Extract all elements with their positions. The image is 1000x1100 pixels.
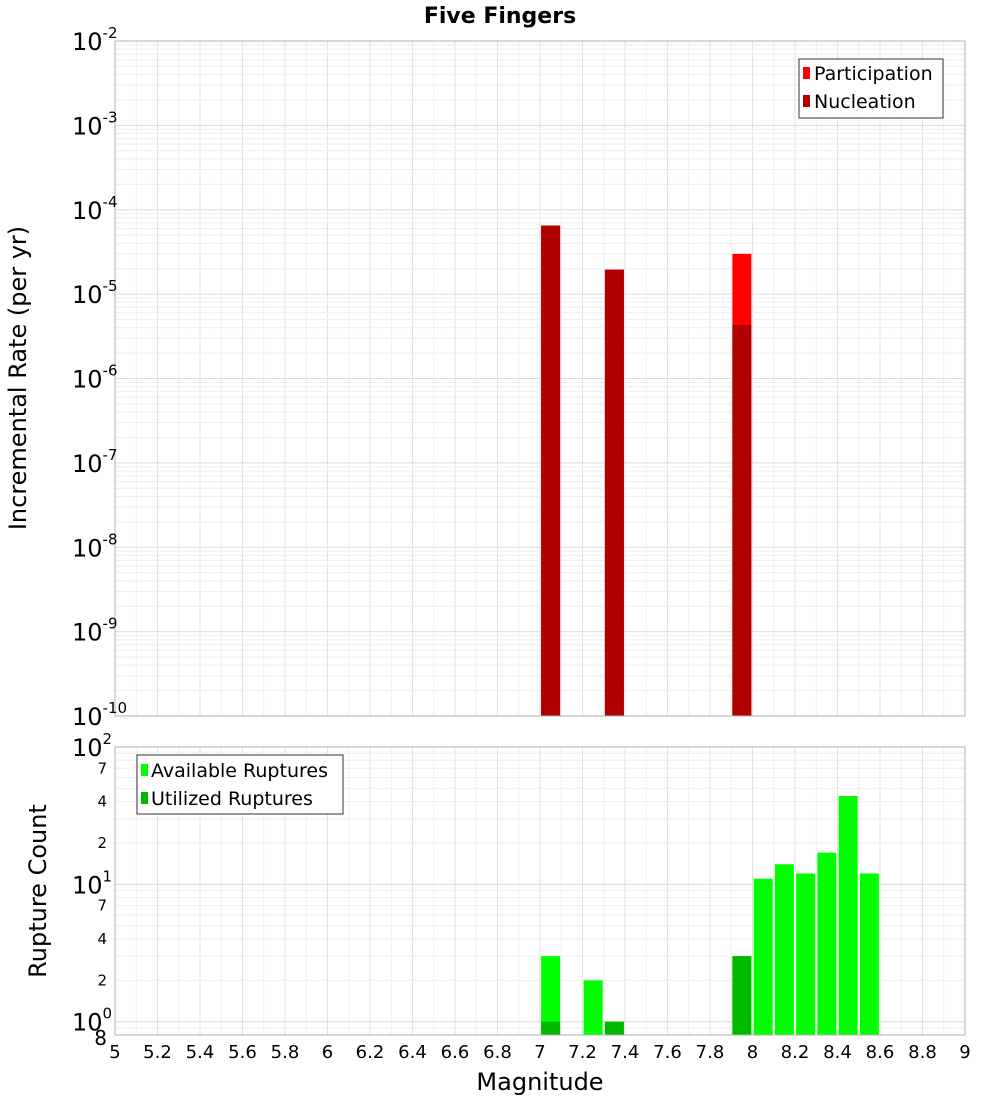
top-y-tick-label: 10-4 bbox=[72, 193, 118, 225]
top-panel: 10-2 10-3 10-4 10-5 10-6 10-7 10-8 10-9 10-10 In… bbox=[4, 24, 966, 731]
x-tick-label: 7.8 bbox=[696, 1042, 725, 1063]
bottom-y-tick-label-minor: 2 bbox=[97, 834, 107, 852]
top-y-tick-label: 10-8 bbox=[72, 530, 118, 562]
top-y-tick-labels: 10-2 10-3 10-4 10-5 10-6 10-7 10-8 10-9 10-10 bbox=[72, 24, 127, 731]
top-y-tick-label: 10-2 bbox=[72, 24, 118, 56]
top-y-tick-label: 10-10 bbox=[72, 699, 127, 731]
x-tick-label: 7 bbox=[534, 1042, 545, 1063]
bar-nucleation-0 bbox=[541, 225, 561, 716]
chart-title: Five Fingers bbox=[424, 4, 576, 29]
top-y-tick-label: 10-6 bbox=[72, 362, 118, 394]
bottom-legend-box bbox=[136, 754, 344, 815]
legend-label-available: Available Ruptures bbox=[151, 760, 328, 782]
bottom-y-tick-label-minor: 2 bbox=[97, 971, 107, 989]
top-y-axis-label: Incremental Rate (per yr) bbox=[4, 226, 32, 530]
x-tick-label: 7.6 bbox=[653, 1042, 682, 1063]
bar-available-1 bbox=[583, 980, 603, 1035]
bottom-panel: 102 101 100 7 4 2 7 4 2 8 5 5.2 5.4 5.6 5.8 6 6.2 6.4 6.6… bbox=[24, 730, 971, 1096]
bar-utilized-2 bbox=[732, 956, 752, 1035]
bar-available-4 bbox=[753, 878, 773, 1035]
x-tick-label: 7.4 bbox=[611, 1042, 640, 1063]
top-legend-box bbox=[798, 58, 944, 119]
bar-available-7 bbox=[817, 852, 837, 1035]
top-legend: Participation Nucleation bbox=[798, 58, 944, 119]
x-tick-label: 6.8 bbox=[483, 1042, 512, 1063]
bottom-legend: Available Ruptures Utilized Ruptures bbox=[136, 754, 344, 815]
top-grid bbox=[114, 40, 966, 717]
top-bars bbox=[541, 225, 752, 716]
legend-label-nucleation: Nucleation bbox=[814, 91, 916, 113]
top-plot-border bbox=[114, 40, 966, 717]
bottom-bars bbox=[541, 795, 879, 1035]
bar-utilized-0 bbox=[541, 1021, 561, 1035]
bar-available-8 bbox=[838, 795, 858, 1035]
bottom-y-tick-label-minor: 7 bbox=[97, 759, 107, 777]
legend-swatch-participation bbox=[803, 67, 810, 79]
x-tick-label: 5.2 bbox=[143, 1042, 172, 1063]
legend-swatch-nucleation bbox=[803, 95, 810, 107]
bottom-y-tick-labels: 102 101 100 7 4 2 7 4 2 8 bbox=[72, 730, 112, 1050]
bottom-y-tick-label-minor: 7 bbox=[97, 897, 107, 915]
x-tick-labels: 5 5.2 5.4 5.6 5.8 6 6.2 6.4 6.6 6.8 7 7.2 7.4 7.6 7.8 8… bbox=[109, 1042, 970, 1063]
top-y-tick-label: 10-3 bbox=[72, 108, 118, 140]
bar-utilized-1 bbox=[604, 1021, 624, 1035]
bar-available-6 bbox=[796, 873, 816, 1035]
x-tick-label: 8.8 bbox=[908, 1042, 937, 1063]
legend-label-participation: Participation bbox=[814, 63, 933, 85]
bar-nucleation-2 bbox=[732, 325, 752, 716]
bar-available-9 bbox=[859, 873, 879, 1035]
legend-swatch-available bbox=[141, 764, 148, 776]
bottom-y-tick-label-major: 100 bbox=[72, 1005, 112, 1037]
x-tick-label: 7.2 bbox=[568, 1042, 597, 1063]
bottom-y-tick-label-major: 102 bbox=[72, 730, 112, 762]
x-tick-label: 6 bbox=[322, 1042, 333, 1063]
top-y-tick-label: 10-5 bbox=[72, 277, 118, 309]
x-tick-label: 5.6 bbox=[228, 1042, 257, 1063]
x-tick-label: 8.4 bbox=[823, 1042, 852, 1063]
x-tick-label: 6.2 bbox=[356, 1042, 385, 1063]
bar-available-0 bbox=[541, 956, 561, 1035]
x-tick-label: 9 bbox=[959, 1042, 970, 1063]
bar-available-5 bbox=[774, 864, 794, 1035]
x-tick-label: 8 bbox=[747, 1042, 758, 1063]
top-y-tick-label: 10-9 bbox=[72, 615, 118, 647]
x-tick-label: 8.2 bbox=[781, 1042, 810, 1063]
top-y-tick-label: 10-7 bbox=[72, 446, 118, 478]
bottom-plot-border bbox=[114, 746, 966, 1036]
x-tick-label: 5 bbox=[109, 1042, 120, 1063]
x-tick-label: 8.6 bbox=[866, 1042, 895, 1063]
bottom-y-tick-label-major: 101 bbox=[72, 867, 112, 899]
bar-nucleation-1 bbox=[604, 269, 624, 716]
bottom-y-tick-label-minor: 8 bbox=[94, 1026, 107, 1050]
bottom-y-tick-label-minor: 4 bbox=[97, 793, 107, 811]
x-tick-label: 6.6 bbox=[441, 1042, 470, 1063]
x-axis-label: Magnitude bbox=[476, 1068, 603, 1096]
legend-label-utilized: Utilized Ruptures bbox=[151, 788, 313, 810]
bottom-y-tick-label-minor: 4 bbox=[97, 930, 107, 948]
legend-swatch-utilized bbox=[141, 792, 148, 804]
x-tick-label: 5.4 bbox=[186, 1042, 215, 1063]
x-tick-label: 6.4 bbox=[398, 1042, 427, 1063]
bottom-y-axis-label: Rupture Count bbox=[24, 804, 52, 978]
x-tick-label: 5.8 bbox=[271, 1042, 300, 1063]
